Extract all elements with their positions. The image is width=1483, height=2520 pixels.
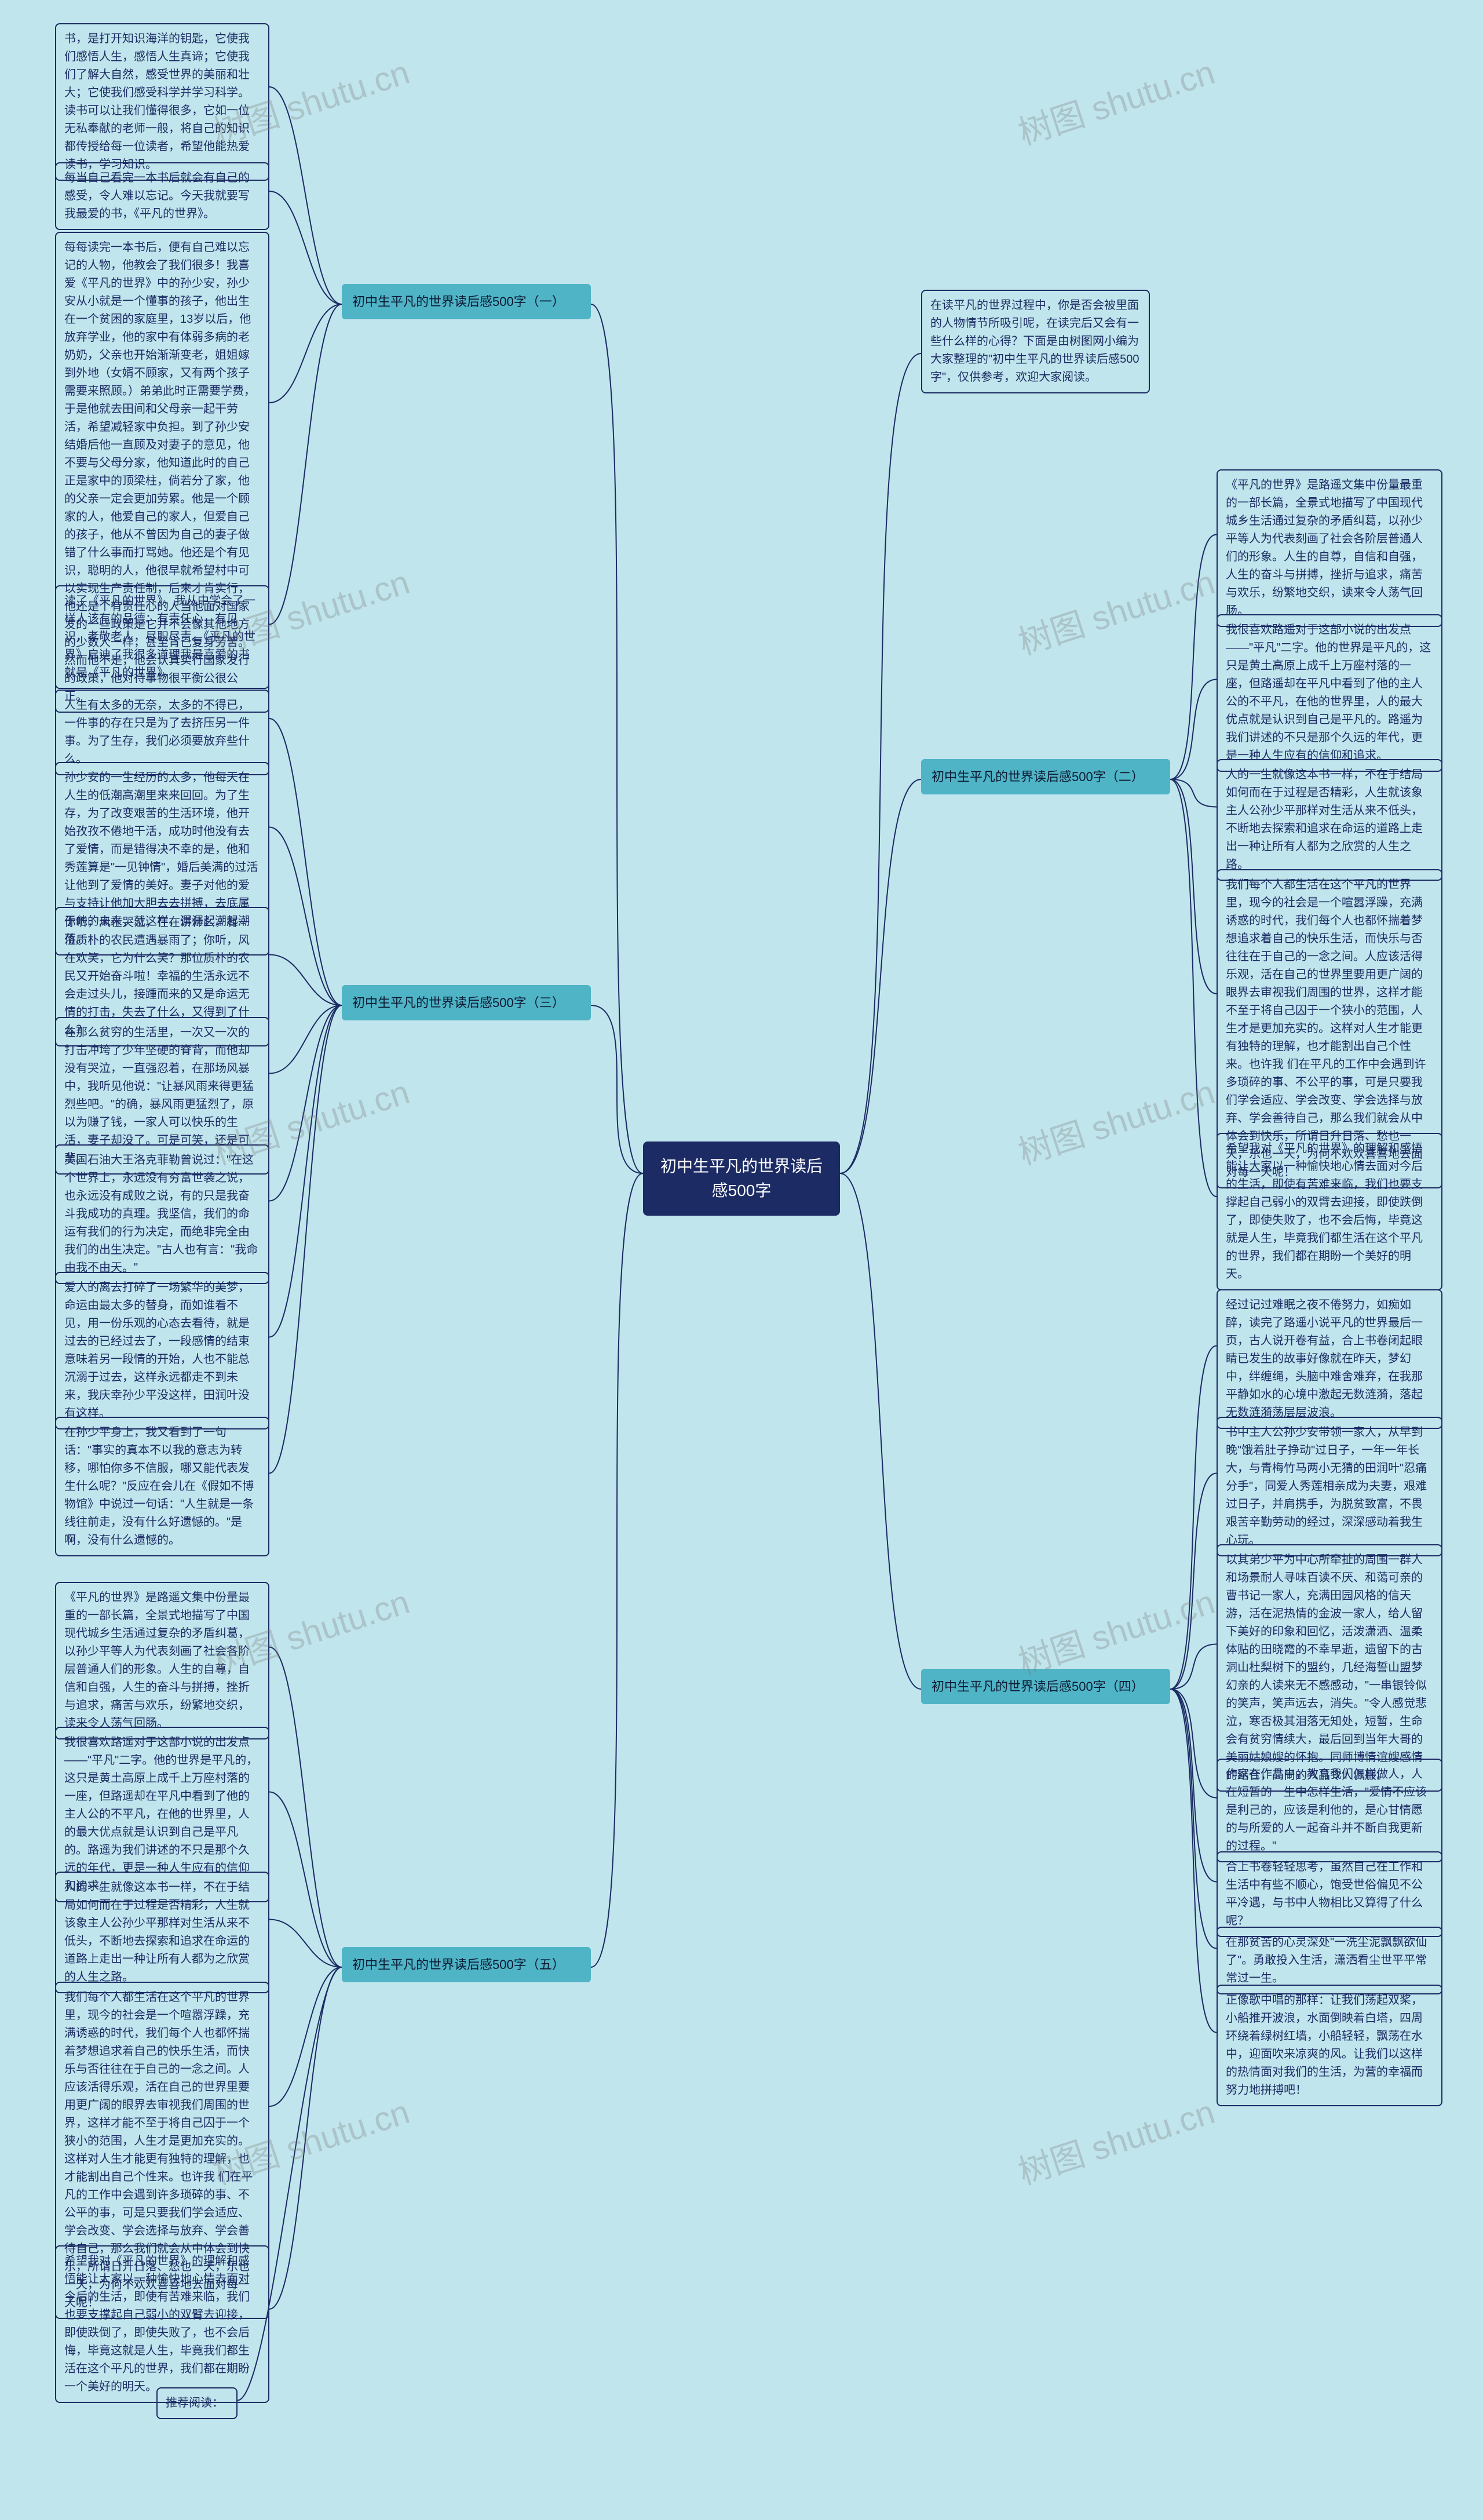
mindmap-canvas: 初中生平凡的世界读后感500字 在读平凡的世界过程中，你是否会被里面的人物情节所吸… bbox=[0, 0, 1483, 2520]
watermark: 树图 shutu.cn bbox=[1011, 1065, 1220, 1174]
leaf-node-b3l6: 爱人的离去打碎了一场繁华的美梦，命运由最太多的替身，而如谁看不见，用一份乐观的心… bbox=[55, 1272, 269, 1429]
leaf-node-b4l2: 书中主人公孙少安带领一家人，从早到晚"饿着肚子挣动"过日子，一年一年长大，与青梅… bbox=[1217, 1417, 1442, 1556]
branch-node-b1: 初中生平凡的世界读后感500字（一） bbox=[342, 284, 591, 319]
leaf-node-b3l7: 在孙少平身上，我又看到了一句话："事实的真本不以我的意志为转移，哪怕你多不信服，… bbox=[55, 1417, 269, 1556]
branch-node-b5: 初中生平凡的世界读后感500字（五） bbox=[342, 1947, 591, 1982]
leaf-node-b4l1: 经过记过难眠之夜不倦努力，如痴如醉，读完了路遥小说平凡的世界最后一页，古人说开卷… bbox=[1217, 1289, 1442, 1429]
leaf-node-b2l1: 《平凡的世界》是路遥文集中份量最重的一部长篇，全景式地描写了中国现代城乡生活通过… bbox=[1217, 469, 1442, 627]
root-node: 初中生平凡的世界读后感500字 bbox=[643, 1142, 840, 1216]
leaf-node-b4l7: 正像歌中唱的那样：让我们荡起双桨，小船推开波浪，水面倒映着白塔，四周环绕着绿树红… bbox=[1217, 1985, 1442, 2106]
intro-box: 在读平凡的世界过程中，你是否会被里面的人物情节所吸引呢，在读完后又会有一些什么样… bbox=[921, 290, 1150, 393]
leaf-node-b5l5: 希望我对《平凡的世界》的理解和感悟能让大家以一种愉快地心情去面对今后的生活，即使… bbox=[55, 2245, 269, 2403]
leaf-node-b3l5: 美国石油大王洛克菲勒曾说过："在这个世界上，永远没有穷富世袭之说，也永远没有成败… bbox=[55, 1144, 269, 1284]
leaf-node-b4l4: 作家在作品中，教育我们怎样做人，人在短暂的一生中怎样生活，"爱情不应该是利己的，… bbox=[1217, 1759, 1442, 1862]
leaf-node-b5l3: 人的一生就像这本书一样，不在于结局如何而在于过程是否精彩，人生就该象主人公孙少平… bbox=[55, 1872, 269, 1993]
branch-node-b2: 初中生平凡的世界读后感500字（二） bbox=[921, 759, 1170, 794]
branch-node-b3: 初中生平凡的世界读后感500字（三） bbox=[342, 985, 591, 1020]
watermark: 树图 shutu.cn bbox=[1011, 1575, 1220, 1684]
branch-node-b4: 初中生平凡的世界读后感500字（四） bbox=[921, 1669, 1170, 1704]
leaf-node-b4l5: 合上书卷轻轻思考，虽然自己在工作和生活中有些不顺心，饱受世俗偏见不公平冷遇，与书… bbox=[1217, 1851, 1442, 1937]
watermark: 树图 shutu.cn bbox=[1011, 555, 1220, 664]
leaf-node-b1l4: 读了《平凡的世界》，我从中学会了一样人该有的品德：有责任心，有见识，孝敬老人，尽… bbox=[55, 585, 269, 689]
watermark: 树图 shutu.cn bbox=[1011, 45, 1220, 154]
leaf-node-b2l2: 我很喜欢路遥对于这部小说的出发点——"平凡"二字。他的世界是平凡的，这只是黄土高… bbox=[1217, 614, 1442, 772]
leaf-node-b1l1: 书，是打开知识海洋的钥匙，它使我们感悟人生，感悟人生真谛；它使我们了解大自然，感… bbox=[55, 23, 269, 181]
leaf-node-b4l3: 以其弟少平为中心所牵扯的周围一群人和场景耐人寻味百读不厌、和蔼可亲的曹书记一家人… bbox=[1217, 1544, 1442, 1792]
leaf-node-b1l2: 每当自己看完一本书后就会有自己的感受，令人难以忘记。今天我就要写我最爱的书，《平… bbox=[55, 162, 269, 230]
leaf-node-b5l6: 推荐阅读： bbox=[156, 2387, 238, 2419]
leaf-node-b2l3: 人的一生就像这本书一样，不在于结局如何而在于过程是否精彩，人生就该象主人公孙少平… bbox=[1217, 759, 1442, 881]
leaf-node-b5l1: 《平凡的世界》是路遥文集中份量最重的一部长篇，全景式地描写了中国现代城乡生活通过… bbox=[55, 1582, 269, 1739]
leaf-node-b2l5: 希望我对《平凡的世界》的理解和感悟能让大家以一种愉快地心情去面对今后的生活，即使… bbox=[1217, 1133, 1442, 1290]
watermark: 树图 shutu.cn bbox=[1011, 2085, 1220, 2194]
